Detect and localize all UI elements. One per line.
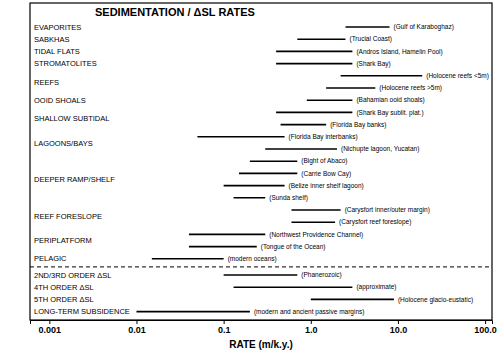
group-label: 2ND/3RD ORDER ΔSL <box>34 271 112 280</box>
range-bar <box>281 124 327 126</box>
range-bar <box>189 246 257 248</box>
range-annotation: (Tongue of the Ocean) <box>261 243 326 251</box>
range-bar <box>311 299 394 301</box>
range-annotation: (Bight of Abaco) <box>301 157 347 165</box>
range-annotation: (Carysfort inner/outer margin) <box>345 206 430 214</box>
group-label: STROMATOLITES <box>34 59 97 68</box>
x-tick: 1.0 <box>305 320 318 335</box>
range-annotation: (Gulf of Karaboghaz) <box>394 23 454 31</box>
range-annotation: (Bahamian ooid shoals) <box>356 96 424 104</box>
group-label: 5TH ORDER ΔSL <box>34 295 94 304</box>
x-tick: 0.01 <box>128 320 146 335</box>
x-tick: 0.1 <box>218 320 231 335</box>
range-annotation: (Holocene reefs <5m) <box>426 72 489 80</box>
x-tick-label: 0.001 <box>39 325 62 335</box>
x-axis-title: RATE (m/k.y.) <box>229 339 293 350</box>
group-label: LAGOONS/BAYS <box>34 139 93 148</box>
range-bar <box>276 112 352 114</box>
x-tick-label: 0.1 <box>218 325 231 335</box>
range-bar <box>250 160 297 162</box>
range-bar <box>197 136 284 138</box>
x-tick-mark <box>136 320 137 324</box>
group-label: PERIPLATFORM <box>34 236 92 245</box>
range-annotation: (Florida Bay banks) <box>330 121 386 129</box>
range-bar <box>341 75 423 77</box>
x-tick-label: 100.0 <box>474 325 497 335</box>
x-tick-mark <box>49 320 50 324</box>
range-bar <box>234 286 353 288</box>
range-annotation: (approximate) <box>356 283 396 291</box>
x-axis-line <box>31 321 493 325</box>
range-bar <box>345 26 389 28</box>
group-label: 4TH ORDER ΔSL <box>34 283 94 292</box>
range-annotation: (Carrie Bow Cay) <box>301 170 351 178</box>
range-bar <box>224 274 298 276</box>
range-bar <box>234 197 266 199</box>
range-annotation: (Sunda shelf) <box>269 194 308 202</box>
plot-frame <box>30 3 492 320</box>
range-bar <box>291 221 335 223</box>
group-label: SHALLOW SUBTIDAL <box>34 114 109 123</box>
range-annotation: (Trucial Coast) <box>349 35 391 43</box>
range-annotation: (Andros Island, Hamelin Pool) <box>356 48 442 56</box>
range-bar <box>291 209 340 211</box>
divider <box>30 266 492 267</box>
range-annotation: (modern oceans) <box>228 255 277 263</box>
group-label: DEEPER RAMP/SHELF <box>34 175 115 184</box>
group-label: PELAGIC <box>34 254 67 263</box>
range-bar <box>307 99 353 101</box>
range-bar <box>326 87 375 89</box>
range-annotation: (Carysfort reef foreslope) <box>339 218 411 226</box>
x-tick: 10.0 <box>390 320 408 335</box>
group-label: OOID SHOALS <box>34 96 86 105</box>
title: SEDIMENTATION / ΔSL RATES <box>95 6 255 18</box>
group-label: REEFS <box>34 78 59 87</box>
x-tick-mark <box>485 320 486 324</box>
range-annotation: (Shark Bay sublit. plat.) <box>356 109 423 117</box>
range-bar <box>265 148 337 150</box>
range-bar <box>224 185 285 187</box>
chart: SEDIMENTATION / ΔSL RATES (Gulf of Karabo… <box>0 0 500 354</box>
group-label: LONG-TERM SUBSIDENCE <box>34 307 130 316</box>
bars <box>136 27 422 312</box>
range-annotation: (Florida Bay interbanks) <box>289 133 358 141</box>
range-annotation: (Belize inner shelf lagoon) <box>289 182 364 190</box>
x-tick-label: 10.0 <box>390 325 408 335</box>
range-annotation: (Holocene reefs >5m) <box>379 84 442 92</box>
x-tick-label: 0.01 <box>128 325 146 335</box>
x-axis: 0.001 0.01 0.1 1.0 10.0 100.0 <box>31 320 497 335</box>
x-tick-mark <box>224 320 225 324</box>
range-annotation: (modern and ancient passive margins) <box>254 308 365 316</box>
group-label: TIDAL FLATS <box>34 47 80 56</box>
range-bar <box>189 234 265 236</box>
group-label: EVAPORITES <box>34 23 81 32</box>
x-tick: 100.0 <box>474 320 497 335</box>
range-annotation: (Shark Bay) <box>356 60 390 68</box>
range-bar <box>297 38 345 40</box>
range-bar <box>276 51 352 53</box>
x-tick-label: 1.0 <box>305 325 318 335</box>
x-tick-mark <box>398 320 399 324</box>
range-bar <box>136 311 249 313</box>
range-bar <box>276 63 352 65</box>
x-tick: 0.001 <box>39 320 62 335</box>
range-annotation: (Northwest Providence Channel) <box>269 231 363 239</box>
labels: (Gulf of Karaboghaz)(Trucial Coast) (Andr… <box>34 23 489 317</box>
range-bar <box>239 173 297 175</box>
range-annotation: (Nichupte lagoon, Yucatan) <box>341 145 419 153</box>
x-tick-mark <box>311 320 312 324</box>
group-label: SABKHAS <box>34 35 69 44</box>
group-label: REEF FORESLOPE <box>34 212 102 221</box>
range-bar <box>152 258 224 260</box>
range-annotation: (Holocene glacio-eustatic) <box>398 296 473 304</box>
range-annotation: (Phanerozoic) <box>301 271 341 279</box>
